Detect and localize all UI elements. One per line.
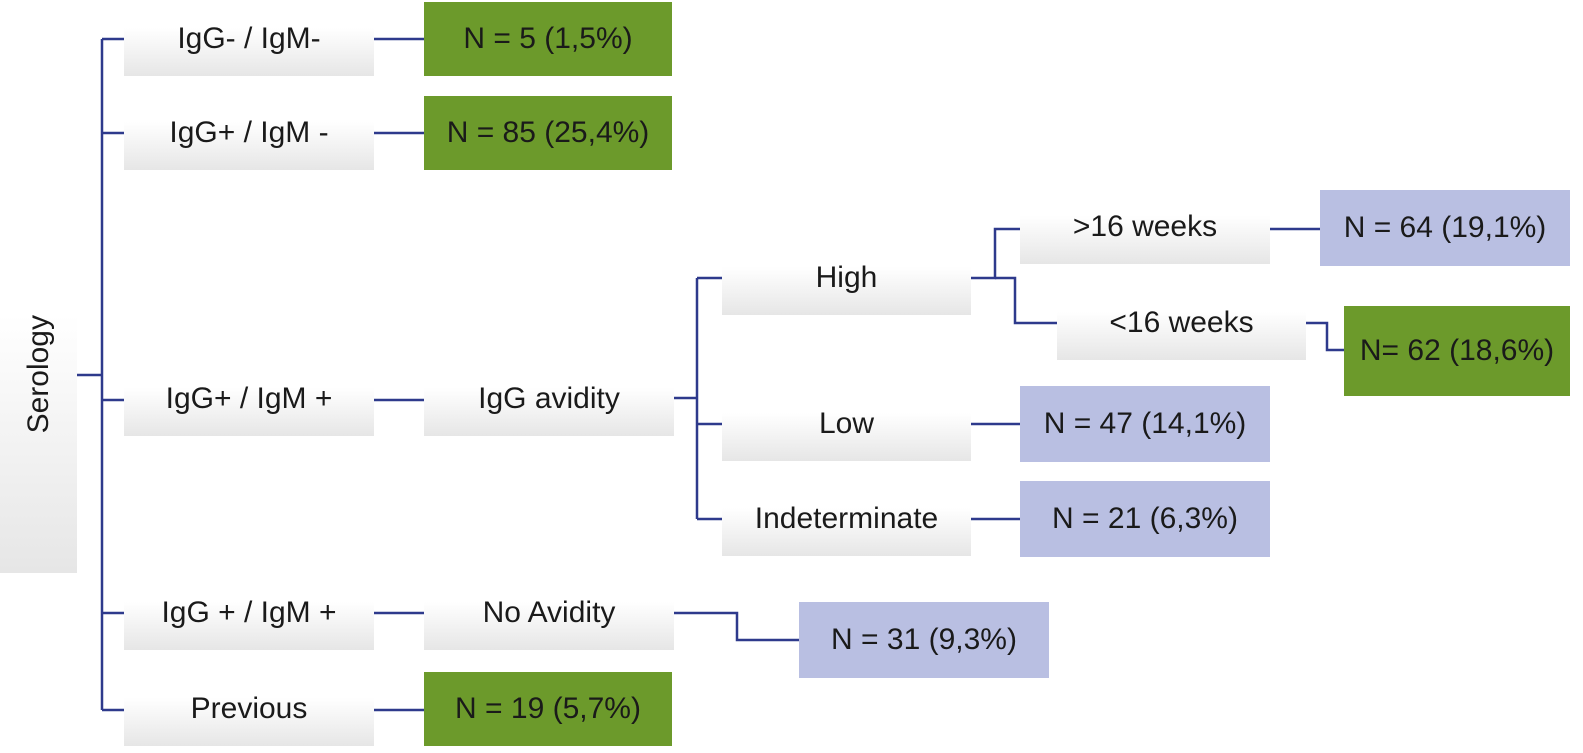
result-under16-weeks: N= 62 (18,6%) xyxy=(1344,306,1570,396)
node-high: High xyxy=(722,241,971,315)
result-label: N = 64 (19,1%) xyxy=(1343,211,1547,244)
result-label: N = 85 (25,4%) xyxy=(446,116,650,149)
node-label: IgG+ / IgM - xyxy=(169,116,329,149)
result-igg-neg-igm-neg: N = 5 (1,5%) xyxy=(424,2,672,76)
node-label: IgG- / IgM- xyxy=(177,22,321,55)
node-label: IgG+ / IgM + xyxy=(165,382,333,415)
node-igg-neg-igm-neg: IgG- / IgM- xyxy=(124,2,374,76)
node-label: <16 weeks xyxy=(1109,306,1254,339)
node-label: Previous xyxy=(190,692,308,725)
result-indeterminate: N = 21 (6,3%) xyxy=(1020,481,1270,557)
node-label: IgG + / IgM + xyxy=(161,596,337,629)
node-igg-pos-igm-pos-2: IgG + / IgM + xyxy=(124,576,374,650)
node-label: IgG avidity xyxy=(478,382,620,415)
node-label: No Avidity xyxy=(482,596,616,629)
result-previous: N = 19 (5,7%) xyxy=(424,672,672,746)
serology-label: Serology xyxy=(21,315,55,434)
node-igg-pos-igm-neg: IgG+ / IgM - xyxy=(124,96,374,170)
result-no-avidity: N = 31 (9,3%) xyxy=(799,602,1049,678)
node-label: >16 weeks xyxy=(1072,210,1218,243)
node-under16-weeks: <16 weeks xyxy=(1057,286,1306,360)
result-label: N= 62 (18,6%) xyxy=(1359,334,1555,367)
node-igg-avidity: IgG avidity xyxy=(424,362,674,436)
node-over16-weeks: >16 weeks xyxy=(1020,190,1270,264)
node-previous: Previous xyxy=(124,672,374,746)
node-indeterminate: Indeterminate xyxy=(722,482,971,556)
node-no-avidity: No Avidity xyxy=(424,576,674,650)
result-label: N = 19 (5,7%) xyxy=(455,692,641,725)
serology-node: Serology xyxy=(0,176,77,573)
result-label: N = 21 (6,3%) xyxy=(1052,502,1238,535)
result-label: N = 47 (14,1%) xyxy=(1043,407,1247,440)
result-igg-pos-igm-neg: N = 85 (25,4%) xyxy=(424,96,672,170)
result-over16-weeks: N = 64 (19,1%) xyxy=(1320,190,1570,266)
result-low: N = 47 (14,1%) xyxy=(1020,386,1270,462)
node-low: Low xyxy=(722,387,971,461)
result-label: N = 31 (9,3%) xyxy=(831,623,1017,656)
connector-noavidity-result xyxy=(674,611,799,642)
node-label: Low xyxy=(818,407,875,440)
connector-high-under16 xyxy=(995,276,1057,325)
connector-high-over16 xyxy=(971,227,1020,280)
result-label: N = 5 (1,5%) xyxy=(463,22,633,55)
node-label: Indeterminate xyxy=(754,502,939,535)
connector-under16-result xyxy=(1306,321,1344,352)
node-igg-pos-igm-pos: IgG+ / IgM + xyxy=(124,362,374,436)
node-label: High xyxy=(815,261,878,294)
